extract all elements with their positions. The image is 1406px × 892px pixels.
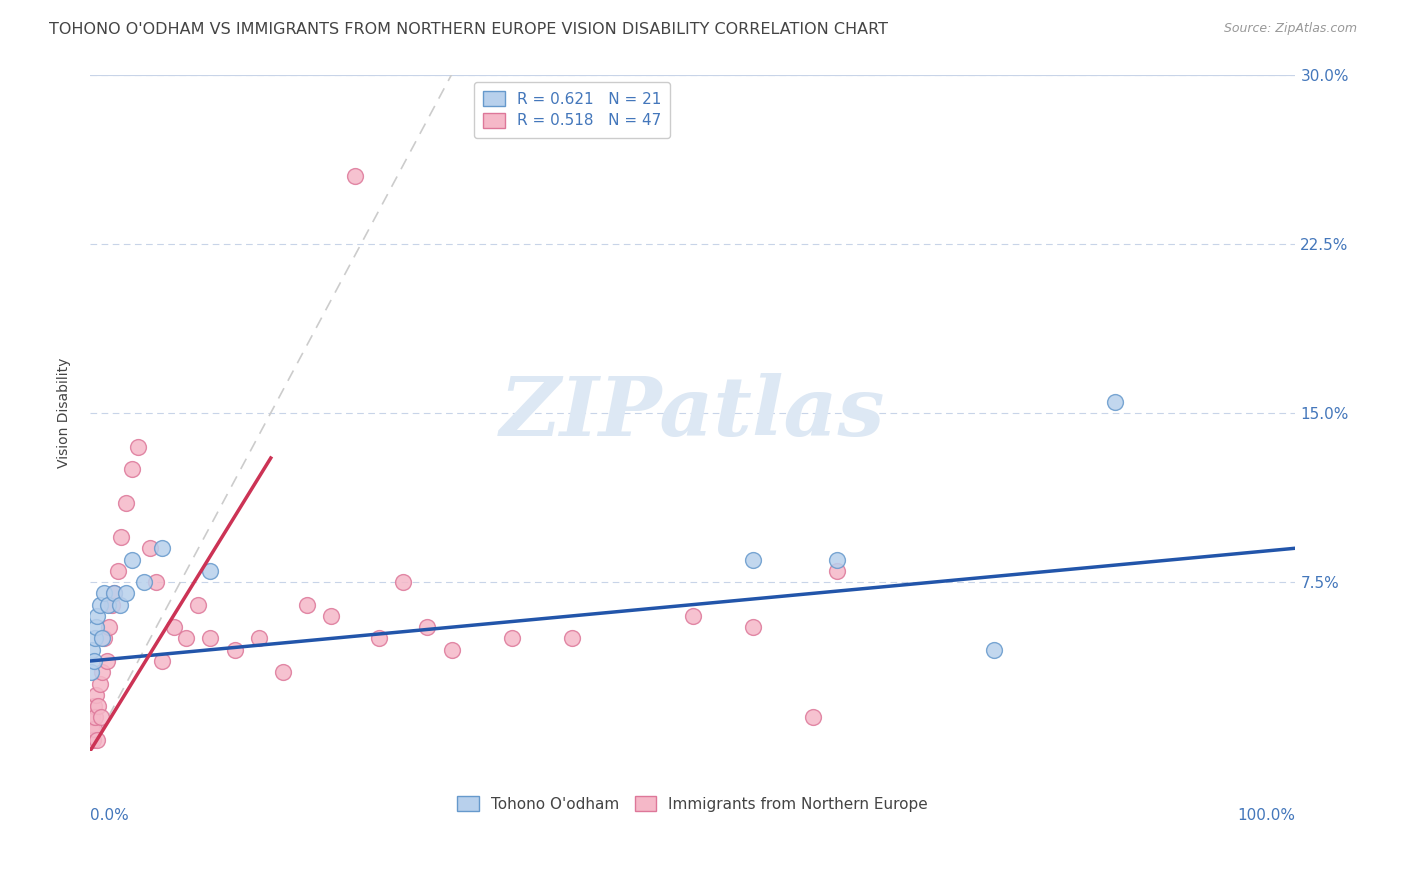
Point [127,440,149,454]
Point [84,688,107,702]
Point [416,620,439,634]
Text: Source: ZipAtlas.com: Source: ZipAtlas.com [1223,22,1357,36]
Point [501,632,523,646]
Point [86,608,108,623]
Y-axis label: Vision Disability: Vision Disability [58,358,72,468]
Point [271,665,294,680]
Point [80,665,103,680]
Point [150,541,173,556]
Text: TOHONO O'ODHAM VS IMMIGRANTS FROM NORTHERN EUROPE VISION DISABILITY CORRELATION : TOHONO O'ODHAM VS IMMIGRANTS FROM NORTHE… [49,22,889,37]
Point [82,642,104,657]
Point [200,632,222,646]
Point [983,642,1005,657]
Point [134,575,156,590]
Point [83,632,105,646]
Point [319,608,342,623]
Point [79,722,101,736]
Point [90,710,112,724]
Point [80,733,103,747]
Point [295,598,318,612]
Point [176,632,198,646]
Point [145,575,167,590]
Point [561,632,583,646]
Point [100,598,122,612]
Point [440,642,463,657]
Point [200,564,222,578]
Point [89,598,111,612]
Point [1104,394,1126,409]
Point [98,620,121,634]
Point [82,733,104,747]
Point [368,632,391,646]
Point [108,598,131,612]
Point [80,722,103,736]
Point [103,586,125,600]
Point [801,710,824,724]
Point [115,586,138,600]
Point [87,699,110,714]
Point [224,642,246,657]
Point [827,564,849,578]
Point [91,665,114,680]
Point [187,598,209,612]
Point [139,541,162,556]
Point [97,598,120,612]
Point [742,552,765,566]
Point [121,462,143,476]
Point [83,710,105,724]
Legend: Tohono O'odham, Immigrants from Northern Europe: Tohono O'odham, Immigrants from Northern… [451,790,934,818]
Point [115,496,138,510]
Point [83,654,105,668]
Point [83,699,105,714]
Point [91,632,114,646]
Point [89,676,111,690]
Text: 0.0%: 0.0% [90,807,129,822]
Point [742,620,765,634]
Point [83,722,105,736]
Point [103,586,125,600]
Text: 100.0%: 100.0% [1237,807,1295,822]
Point [82,710,104,724]
Point [163,620,186,634]
Point [86,733,108,747]
Point [121,552,143,566]
Point [93,632,115,646]
Point [344,169,367,183]
Point [392,575,415,590]
Point [93,586,115,600]
Point [150,654,173,668]
Point [682,608,704,623]
Text: ZIPatlas: ZIPatlas [501,373,886,453]
Point [247,632,270,646]
Point [827,552,849,566]
Point [96,654,118,668]
Point [110,530,132,544]
Point [84,620,107,634]
Point [107,564,129,578]
